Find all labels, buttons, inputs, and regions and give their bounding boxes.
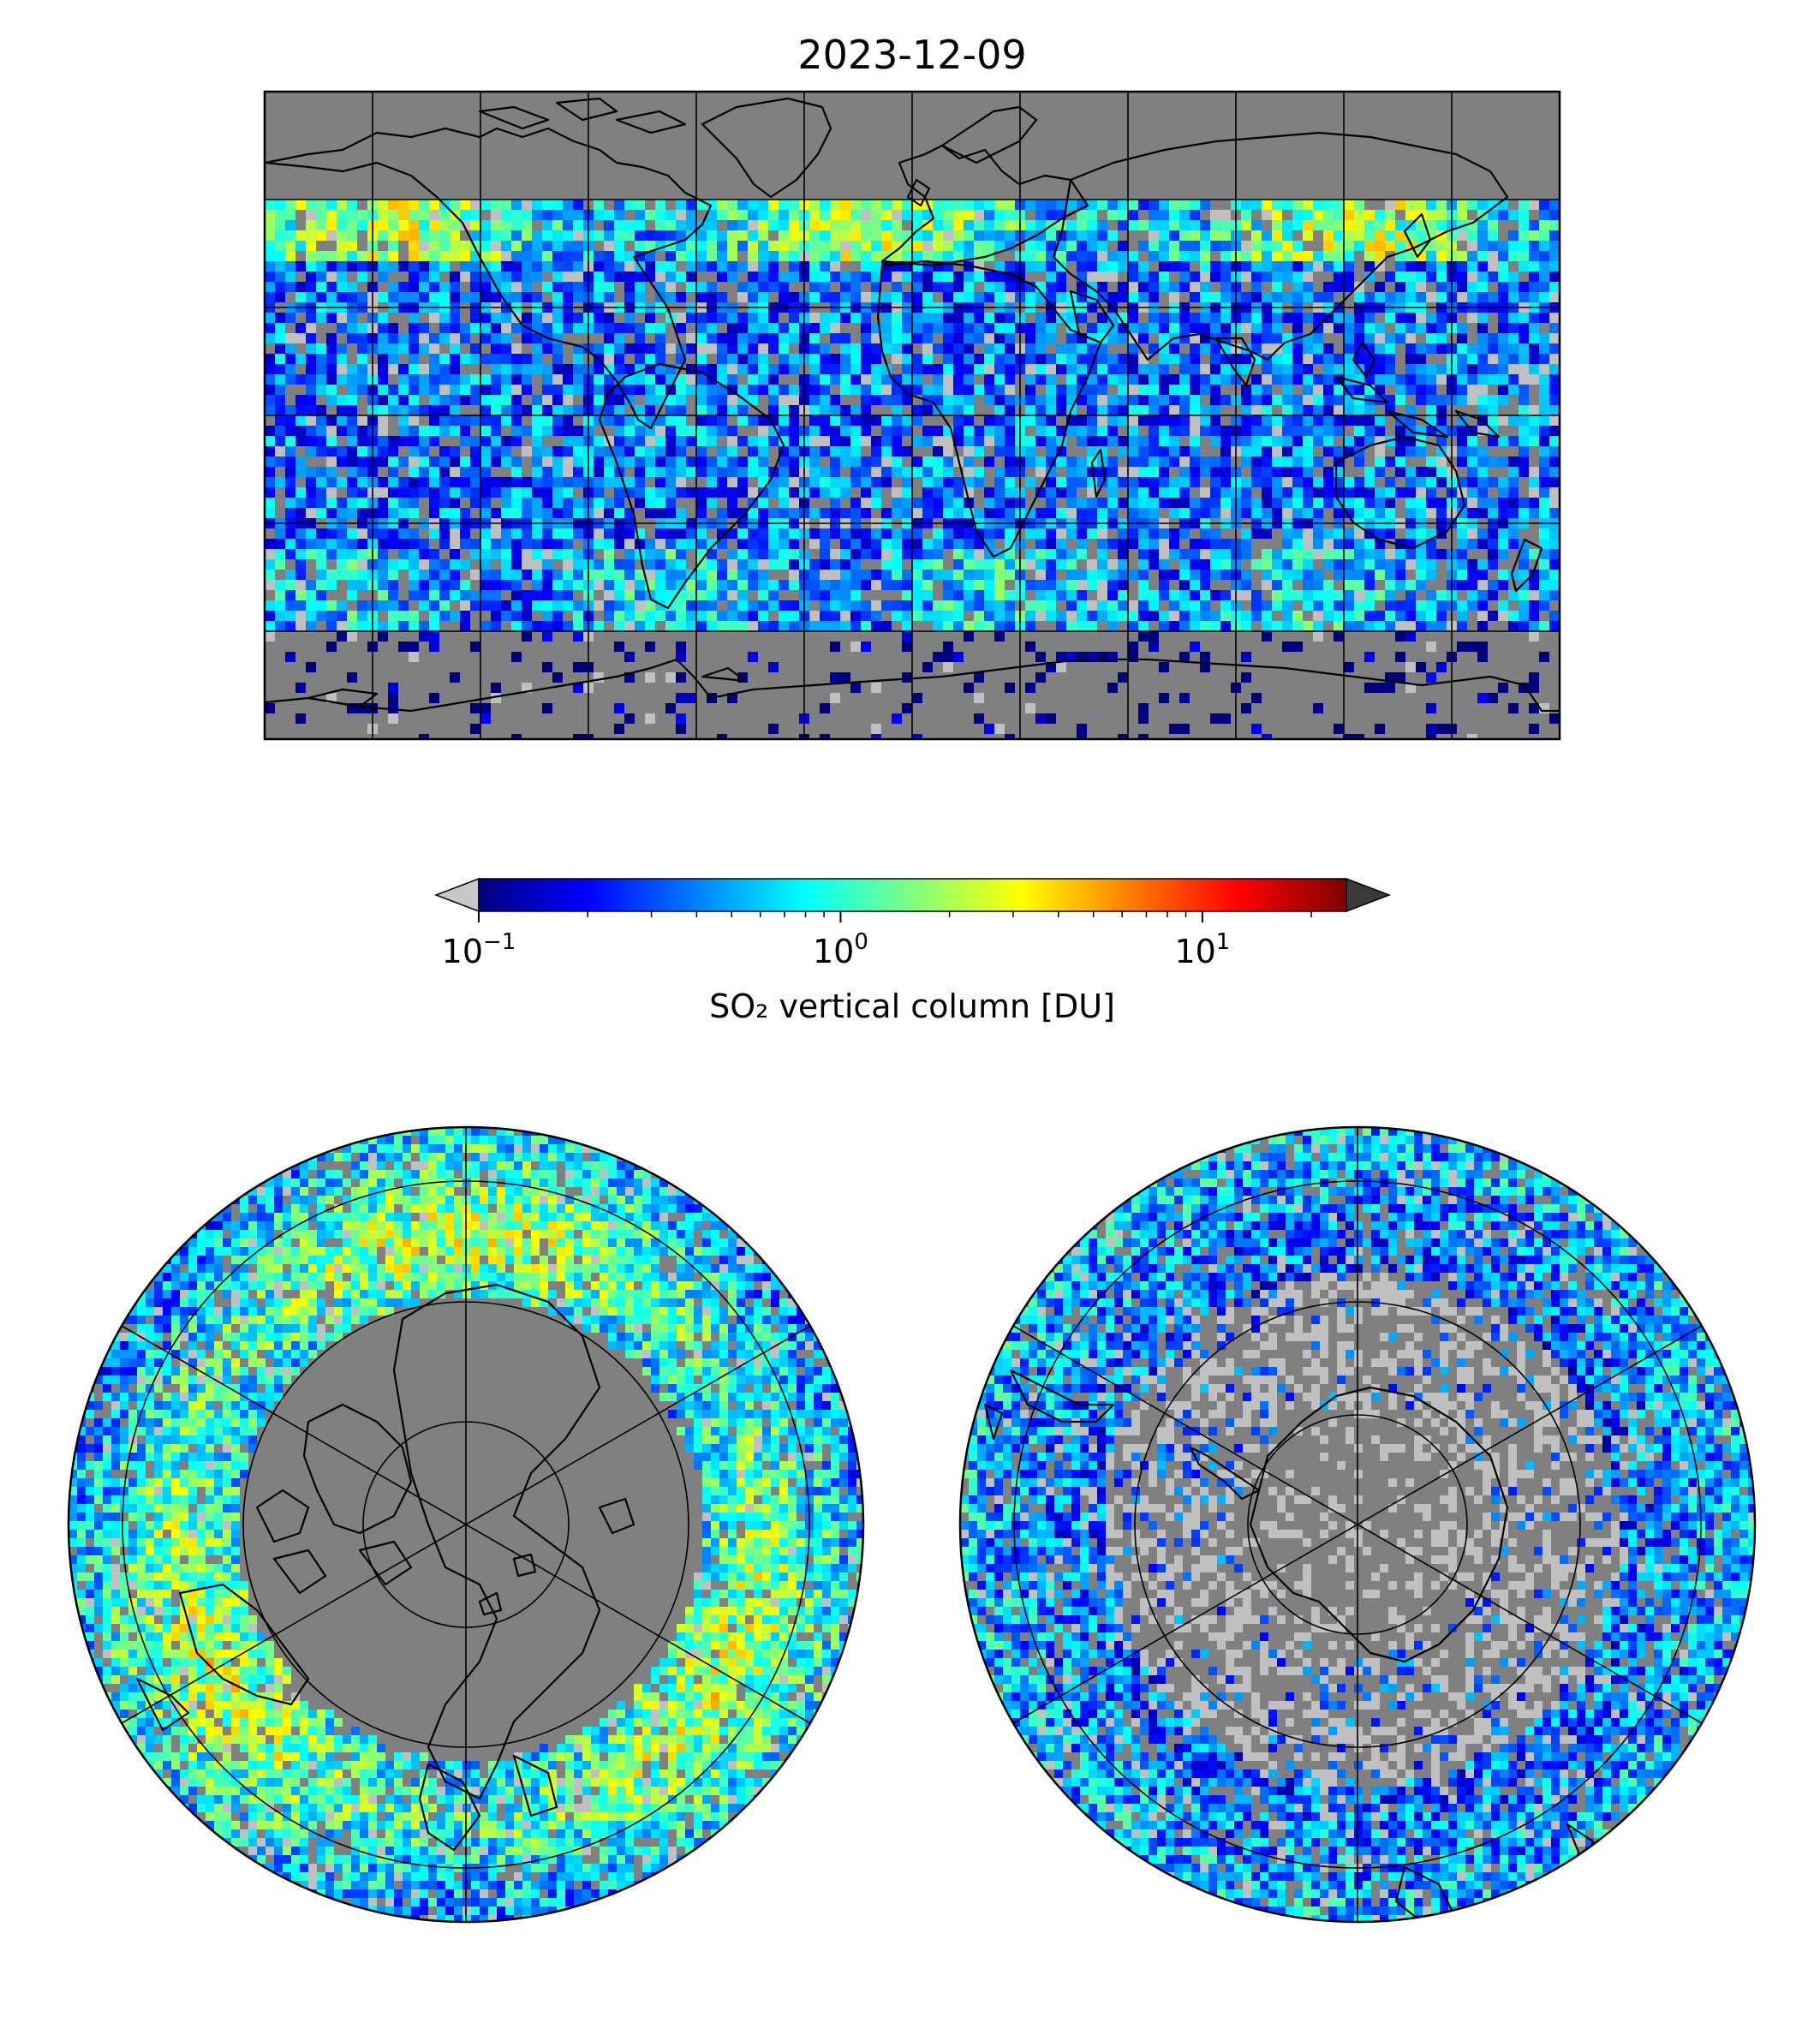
colorbar-frame — [478, 878, 1347, 912]
north-polar-map — [67, 1125, 865, 1924]
colorbar-tick-label: 10−1 — [442, 929, 516, 970]
global-map-so2-field — [265, 200, 1560, 739]
north-polar-so2-field — [69, 1127, 863, 1922]
south-polar-map — [958, 1125, 1757, 1924]
colorbar-extend-max — [1346, 877, 1392, 913]
colorbar-minor-ticks — [587, 911, 1312, 917]
colorbar: 10−1 100 101 SO₂ vertical column [DU] — [433, 877, 1392, 1025]
global-map — [263, 90, 1561, 741]
north-polar-coastlines — [135, 1283, 636, 1852]
colorbar-tick-label: 101 — [1174, 929, 1230, 970]
global-map-coastlines — [265, 97, 1559, 713]
south-polar-graticule — [1012, 1127, 1703, 1922]
global-map-frame — [263, 90, 1561, 741]
colorbar-major-ticks — [478, 911, 1203, 922]
figure-title: 2023-12-09 — [797, 32, 1026, 78]
north-polar-graticule — [121, 1127, 811, 1922]
colorbar-tick-labels: 10−1 100 101 — [442, 929, 1231, 970]
colorbar-gradient — [479, 879, 1346, 911]
north-polar-frame — [67, 1125, 865, 1924]
colorbar-extend-min — [433, 877, 480, 913]
global-map-gridlines — [265, 92, 1560, 739]
colorbar-tick-label: 100 — [813, 929, 868, 970]
colorbar-label: SO₂ vertical column [DU] — [709, 988, 1115, 1025]
south-polar-frame — [958, 1125, 1757, 1924]
